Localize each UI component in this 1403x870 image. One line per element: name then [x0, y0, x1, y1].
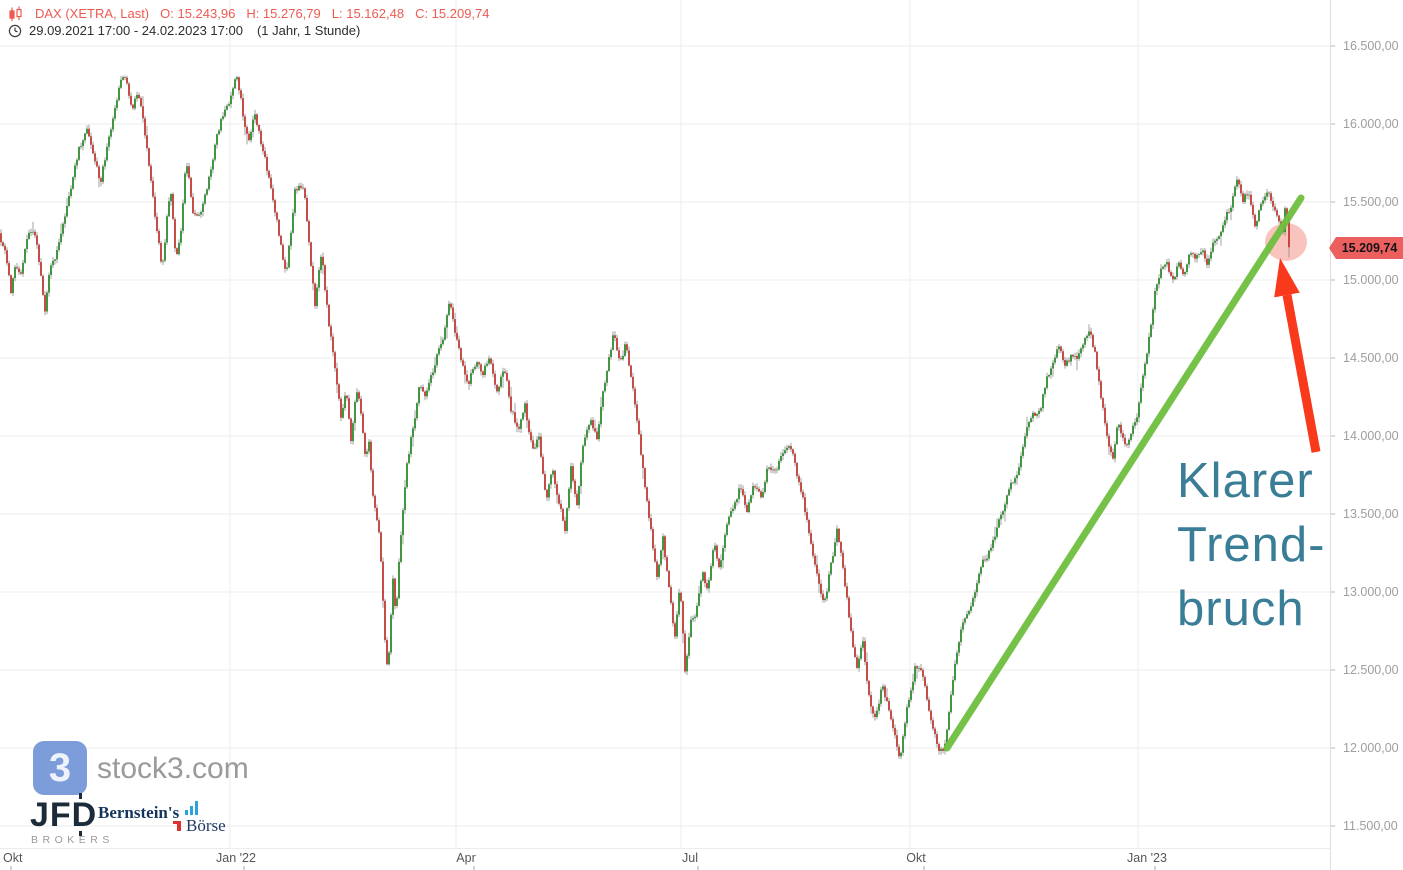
last-price-tag: 15.209,74 — [1329, 237, 1403, 259]
chart-header: DAX (XETRA, Last) O: 15.243,96 H: 15.276… — [8, 5, 501, 39]
y-axis-label: 12.500,00 — [1343, 663, 1399, 677]
candle-wicks — [0, 75, 1290, 760]
last-price-value: 15.209,74 — [1341, 241, 1398, 255]
instrument-name: DAX (XETRA, Last) — [35, 6, 150, 21]
trendbreak-arrow — [1274, 258, 1321, 453]
jfd-logo: JFD — [30, 796, 98, 834]
clock-icon — [8, 24, 22, 38]
down-candles — [0, 77, 1290, 757]
jfd-candle-wick-bottom — [79, 831, 82, 836]
y-axis-label: 13.500,00 — [1343, 507, 1399, 521]
y-axis-label: 15.500,00 — [1343, 195, 1399, 209]
y-axis-label: 11.500,00 — [1343, 819, 1398, 833]
ohlc-open: O: 15.243,96 — [160, 6, 236, 21]
bernsteins-wordmark: Bernstein's — [98, 803, 180, 822]
stock3-wordmark: stock3.com — [97, 752, 249, 785]
timerange-row: 29.09.2021 17:00 - 24.02.2023 17:00 (1 J… — [8, 22, 501, 39]
time-range: 29.09.2021 17:00 - 24.02.2023 17:00 — [29, 23, 243, 38]
arrow-shaft — [1282, 294, 1321, 453]
green-trendline — [943, 194, 1305, 752]
x-axis-label: Okt — [3, 851, 23, 865]
y-axis-label: 14.500,00 — [1343, 351, 1399, 365]
bar-chart-icon — [185, 800, 199, 815]
y-axis-label: 12.000,00 — [1343, 741, 1399, 755]
ohlc-low: L: 15.162,48 — [331, 6, 405, 21]
annotation-line: Trend- — [1177, 518, 1326, 572]
y-axis-label: 16.500,00 — [1343, 39, 1399, 53]
interval-label: (1 Jahr, 1 Stunde) — [256, 23, 361, 38]
jfd-candle-wick-top — [79, 793, 82, 799]
candlestick-icon — [8, 6, 24, 22]
x-axis-label: Okt — [906, 851, 926, 865]
candle-t-icon — [173, 820, 184, 831]
instrument-row: DAX (XETRA, Last) O: 15.243,96 H: 15.276… — [8, 5, 501, 22]
x-axis-label: Jul — [682, 851, 698, 865]
y-axis-label: 15.000,00 — [1343, 273, 1399, 287]
up-candles — [12, 77, 1286, 757]
y-axis-label: 13.000,00 — [1343, 585, 1399, 599]
trendbruch-annotation: Klarer Trend- bruch — [1177, 449, 1326, 641]
arrow-head — [1274, 258, 1300, 298]
stock3-badge-digit: 3 — [48, 745, 72, 790]
y-axis-label: 14.000,00 — [1343, 429, 1399, 443]
stock3-logo-icon: 3 — [33, 741, 87, 795]
boerse-wordmark: Börse — [186, 816, 226, 835]
x-axis-label: Apr — [456, 851, 476, 865]
x-axis-label: Jan '22 — [216, 851, 256, 865]
ohlc-high: H: 15.276,79 — [246, 6, 321, 21]
gridlines — [0, 0, 1335, 870]
y-axis-label: 16.000,00 — [1343, 117, 1399, 131]
annotation-line: Klarer — [1177, 454, 1314, 508]
x-axis-label: Jan '23 — [1127, 851, 1167, 865]
ohlc-close: C: 15.209,74 — [415, 6, 490, 21]
annotation-line: bruch — [1177, 582, 1305, 636]
jfd-brokers-label: BROKERS — [31, 834, 114, 846]
